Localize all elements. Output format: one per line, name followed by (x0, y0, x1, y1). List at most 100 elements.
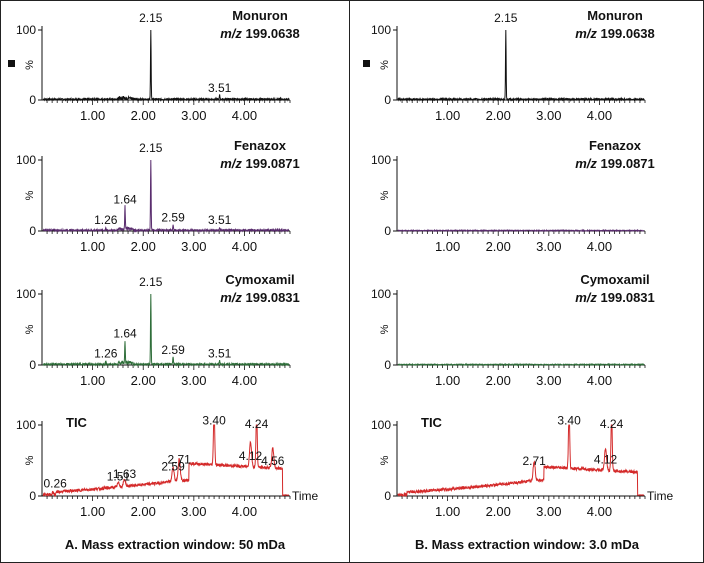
mz-label: m/z 199.0638 (575, 26, 655, 41)
x-tick-label: 1.00 (435, 108, 460, 123)
y-unit-label: % (379, 190, 391, 200)
y-zero-label: 0 (384, 489, 391, 503)
trace-line (397, 424, 645, 498)
trace-line (42, 293, 290, 367)
x-tick-label: 3.00 (181, 373, 206, 388)
y-unit-label: % (24, 455, 36, 465)
mz-label: m/z 199.0831 (575, 290, 655, 305)
y-zero-label: 0 (29, 93, 36, 107)
x-tick-label: 3.00 (181, 108, 206, 123)
peak-label: 3.51 (208, 81, 232, 95)
mz-label: m/z 199.0871 (220, 156, 300, 171)
compound-name: Cymoxamil (580, 272, 649, 287)
compound-name: Cymoxamil (225, 272, 294, 287)
trace-line (42, 159, 290, 233)
mz-label: m/z 199.0871 (575, 156, 655, 171)
mz-prefix: m/z (575, 156, 600, 171)
x-tick-label: 2.00 (131, 239, 156, 254)
peak-label: 3.51 (208, 346, 232, 360)
legend-marker (363, 60, 370, 67)
trace-line (397, 29, 645, 102)
x-tick-label: 2.00 (486, 504, 511, 519)
peak-label: 2.71 (167, 453, 191, 467)
peak-label: 3.40 (557, 414, 581, 428)
x-tick-label: 1.00 (80, 239, 105, 254)
compound-name: Fenazox (589, 138, 642, 153)
peak-label: 2.15 (494, 11, 518, 25)
trace-line (42, 424, 290, 498)
x-tick-label: 3.00 (536, 373, 561, 388)
x-tick-label: 1.00 (80, 504, 105, 519)
y-zero-label: 0 (384, 358, 391, 372)
x-tick-label: 3.00 (181, 239, 206, 254)
legend-marker (8, 60, 15, 67)
y-max-label: 100 (371, 23, 391, 37)
x-tick-label: 4.00 (232, 239, 257, 254)
peak-label: 4.24 (245, 417, 269, 431)
peak-label: 1.63 (113, 467, 137, 481)
mz-label: m/z 199.0831 (220, 290, 300, 305)
peak-label: 4.12 (594, 453, 618, 467)
mz-value: 199.0831 (246, 290, 300, 305)
x-tick-label: 4.00 (232, 504, 257, 519)
x-tick-label: 4.00 (587, 504, 612, 519)
y-unit-label: % (379, 324, 391, 334)
y-zero-label: 0 (29, 224, 36, 238)
mz-prefix: m/z (220, 290, 245, 305)
x-tick-label: 2.00 (131, 373, 156, 388)
x-tick-label: 4.00 (232, 373, 257, 388)
x-tick-label: 1.00 (80, 108, 105, 123)
trace-line (42, 29, 290, 102)
y-max-label: 100 (16, 287, 36, 301)
peak-label: 2.59 (161, 343, 185, 357)
compound-name: Monuron (587, 8, 643, 23)
peak-label: 2.59 (161, 210, 185, 224)
y-zero-label: 0 (29, 358, 36, 372)
chromatogram-b-monuron: 100 0% 1.00 2.00 3.00 4.00 Monuron m/z 199.0638… (363, 8, 655, 123)
trace-line (397, 362, 645, 367)
peak-label: 3.51 (208, 213, 232, 227)
caption-b: B. Mass extraction window: 3.0 mDa (415, 537, 640, 552)
x-tick-label: 2.00 (486, 239, 511, 254)
mz-value: 199.0638 (246, 26, 300, 41)
x-tick-label: 4.00 (587, 108, 612, 123)
y-zero-label: 0 (384, 224, 391, 238)
x-tick-label: 2.00 (131, 504, 156, 519)
peak-label: 2.15 (139, 141, 163, 155)
mz-label: m/z 199.0638 (220, 26, 300, 41)
peak-label: 2.15 (139, 11, 163, 25)
x-tick-label: 3.00 (536, 504, 561, 519)
x-tick-label: 2.00 (486, 108, 511, 123)
peak-label: 2.71 (522, 454, 546, 468)
x-tick-label: 3.00 (536, 239, 561, 254)
x-tick-label: 3.00 (536, 108, 561, 123)
compound-name: Monuron (232, 8, 288, 23)
peak-label: 4.56 (261, 454, 285, 468)
peak-label: 2.15 (139, 275, 163, 289)
y-max-label: 100 (371, 153, 391, 167)
x-tick-label: 4.00 (587, 373, 612, 388)
x-tick-label: 1.00 (435, 373, 460, 388)
chromatogram-b-cymoxamil: 100 0% 1.00 2.00 3.00 4.00 Cymoxamil m/z 199.08… (371, 272, 655, 388)
time-axis-label: Time (292, 489, 319, 503)
mz-value: 199.0831 (601, 290, 655, 305)
x-tick-label: 1.00 (435, 504, 460, 519)
tic-label: TIC (66, 415, 88, 430)
y-max-label: 100 (16, 23, 36, 37)
mz-value: 199.0871 (246, 156, 300, 171)
y-unit-label: % (379, 455, 391, 465)
peak-label: 2.59 (161, 460, 185, 474)
mz-value: 199.0638 (601, 26, 655, 41)
peak-label: 1.51 (107, 470, 131, 484)
y-unit-label: % (24, 324, 36, 334)
y-max-label: 100 (16, 418, 36, 432)
peak-label: 1.26 (94, 213, 118, 227)
y-max-label: 100 (16, 153, 36, 167)
x-tick-label: 3.00 (181, 504, 206, 519)
y-zero-label: 0 (29, 489, 36, 503)
mz-prefix: m/z (220, 26, 245, 41)
peak-label: 0.26 (43, 477, 67, 491)
compound-name: Fenazox (234, 138, 287, 153)
x-tick-label: 1.00 (435, 239, 460, 254)
y-unit-label: % (379, 60, 391, 70)
